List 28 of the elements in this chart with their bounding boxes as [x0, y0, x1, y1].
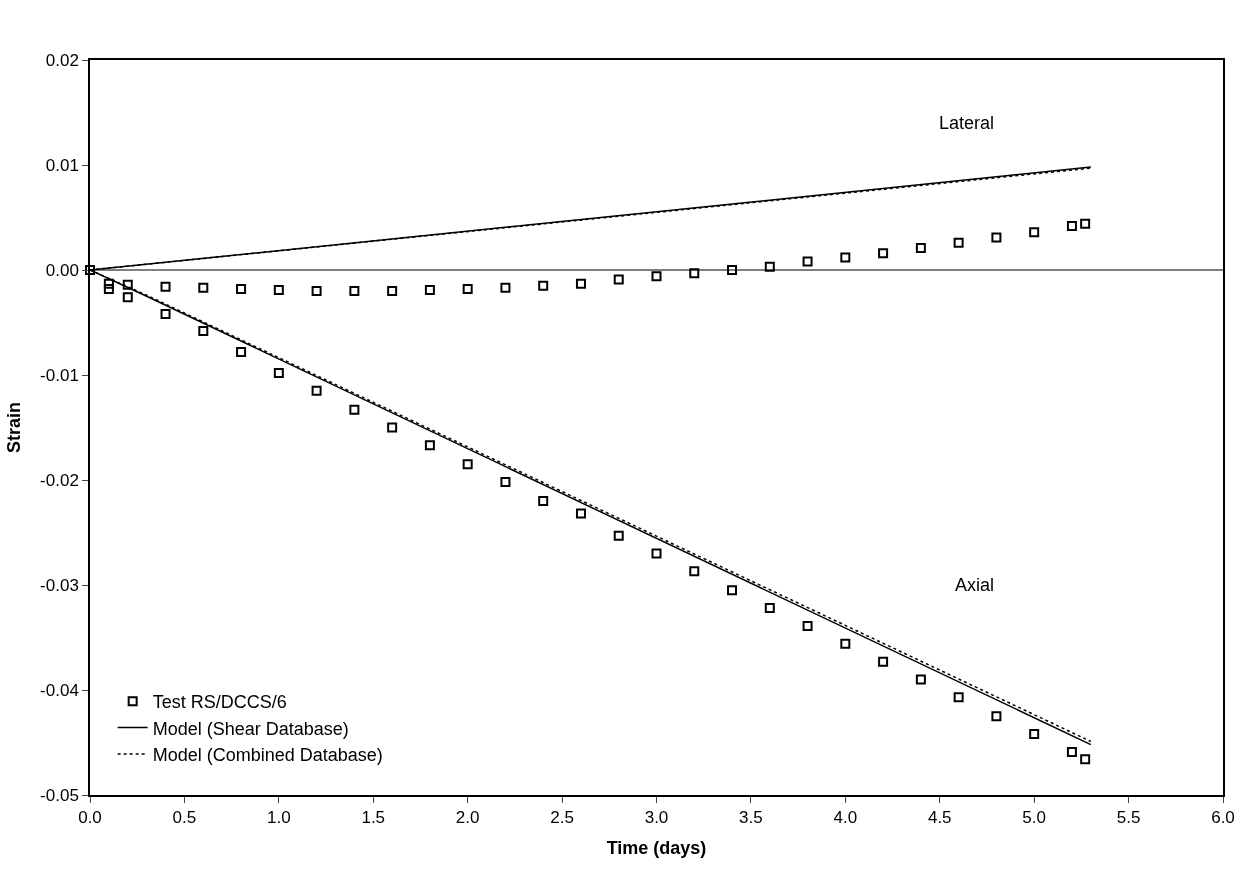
annotation: Axial	[955, 575, 995, 595]
x-tick-label: 4.5	[927, 808, 952, 828]
x-tick-label: 0.5	[172, 808, 197, 828]
x-tick-label: 5.0	[1022, 808, 1046, 828]
x-tick-label: 4.0	[833, 808, 858, 828]
x-tick-label: 1.5	[361, 808, 386, 828]
y-tick-label: 0.02	[45, 50, 79, 70]
y-tick-label: -0.02	[40, 470, 79, 490]
x-tick-label: 3.5	[739, 808, 763, 828]
y-tick-label: 0.00	[45, 260, 79, 280]
annotation: Lateral	[939, 113, 995, 133]
y-tick-label: -0.04	[40, 680, 79, 700]
x-tick-label: 2.5	[550, 808, 574, 828]
legend-label: Model (Combined Database)	[152, 744, 383, 765]
legend-label: Model (Shear Database)	[152, 718, 349, 739]
y-tick-label: 0.01	[45, 155, 79, 175]
y-tick-label: -0.05	[40, 785, 79, 805]
y-tick-label: -0.03	[40, 575, 79, 595]
x-tick-label: 6.0	[1211, 808, 1235, 828]
x-axis-title: Time (days)	[606, 837, 707, 858]
x-tick-label: 0.0	[78, 808, 102, 828]
x-tick-label: 2.0	[455, 808, 480, 828]
x-tick-label: 3.0	[644, 808, 669, 828]
x-tick-label: 5.5	[1116, 808, 1141, 828]
y-tick-label: -0.01	[40, 365, 79, 385]
y-axis-title: Strain	[3, 401, 24, 454]
legend-label: Test RS/DCCS/6	[152, 692, 287, 713]
x-tick-label: 1.0	[267, 808, 291, 828]
